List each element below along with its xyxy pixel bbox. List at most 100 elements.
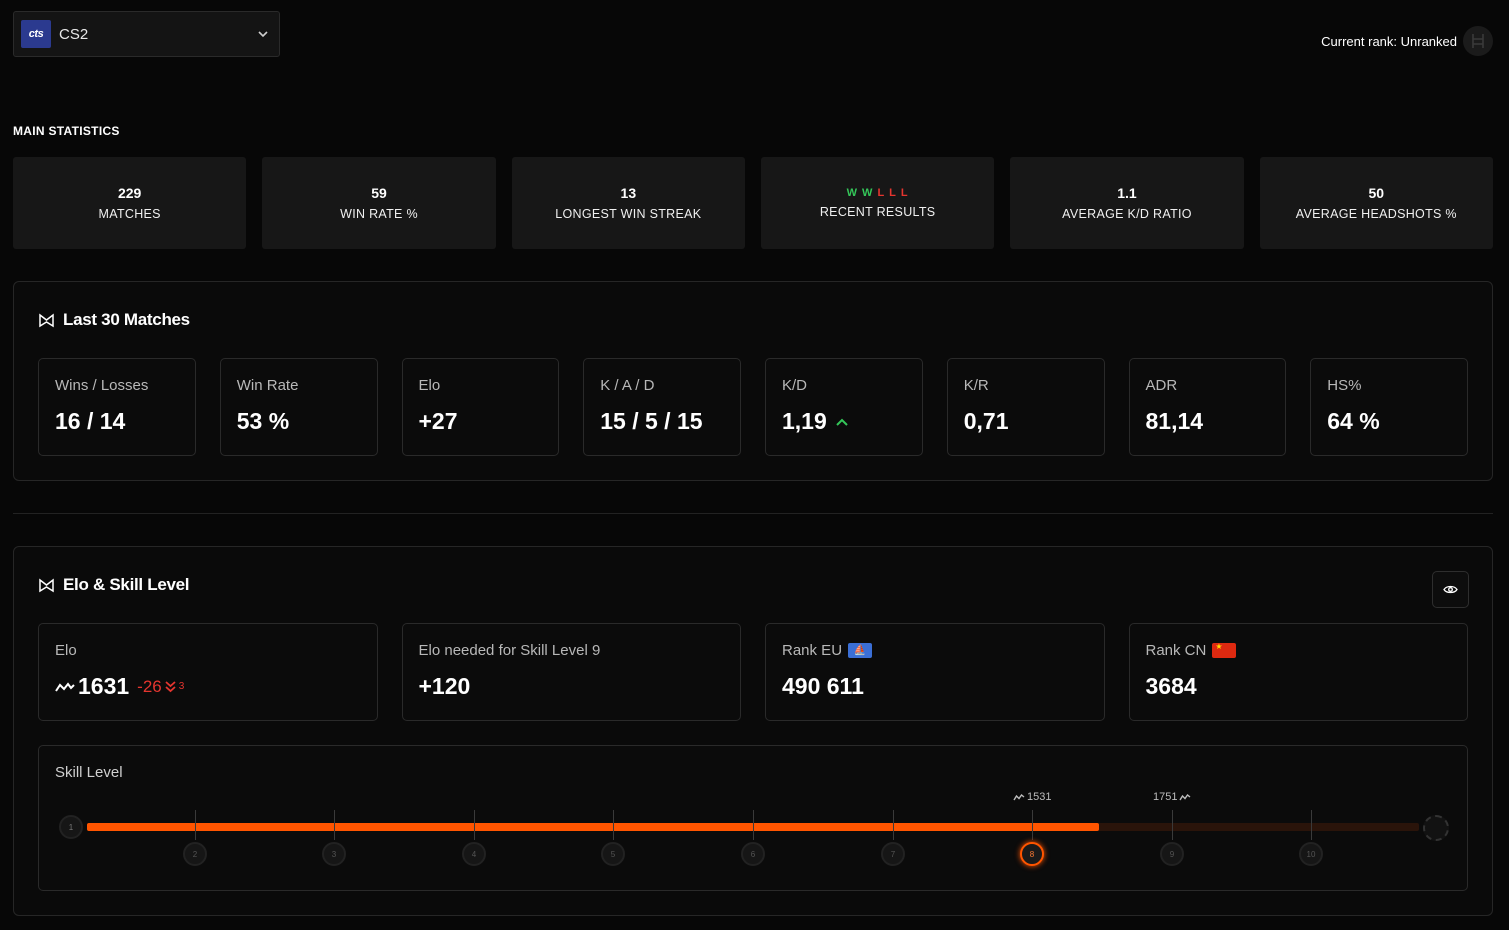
level-tick xyxy=(334,810,335,840)
rank-badge-icon xyxy=(1463,26,1493,56)
skill-level-title: Skill Level xyxy=(55,764,123,781)
result-badge: L xyxy=(877,187,886,199)
recent-results: W W L L L xyxy=(847,187,909,199)
level-tick xyxy=(893,810,894,840)
chevron-down-icon xyxy=(258,31,268,38)
metric-value: 1,19 xyxy=(782,408,827,434)
metric-card-hs: HS% 64 % xyxy=(1310,358,1468,456)
skill-level-1-icon: 1 xyxy=(59,815,83,839)
metric-label-row: Rank EU ⛵ xyxy=(782,642,1088,659)
skill-level-4-icon: 4 xyxy=(462,842,486,866)
stat-value: 50 xyxy=(1368,185,1385,201)
metric-label: Elo needed for Skill Level 9 xyxy=(418,642,601,659)
metric-card-wins-losses: Wins / Losses 16 / 14 xyxy=(38,358,196,456)
metric-label: K/R xyxy=(963,377,989,394)
stat-label: LONGEST WIN STREAK xyxy=(555,207,702,221)
marker-lower: 1531 xyxy=(1013,791,1051,803)
stat-value: 59 xyxy=(371,185,387,201)
trend-icon xyxy=(1013,793,1025,801)
metric-label: Elo xyxy=(418,377,441,394)
visibility-toggle-button[interactable] xyxy=(1432,571,1469,608)
eye-icon xyxy=(1443,585,1458,594)
metric-value: 64 % xyxy=(1327,408,1380,434)
metric-label: Rank EU xyxy=(782,642,843,659)
metric-label: K/D xyxy=(782,377,808,394)
main-statistics-title: MAIN STATISTICS xyxy=(13,124,120,138)
metric-value: 15 / 5 / 15 xyxy=(600,408,703,434)
skill-level-max-icon xyxy=(1423,815,1449,841)
elo-delta-value: -26 xyxy=(137,676,162,696)
metric-card-adr: ADR 81,14 xyxy=(1128,358,1287,456)
skill-level-2-icon: 2 xyxy=(183,842,207,866)
stat-label: AVERAGE K/D RATIO xyxy=(1062,207,1192,221)
panel-header: Last 30 Matches xyxy=(38,310,190,330)
level-tick xyxy=(1032,810,1033,840)
stat-value: 229 xyxy=(117,185,142,201)
current-rank-label: Current rank: Unranked xyxy=(1321,33,1457,49)
result-badge: W xyxy=(846,187,859,199)
metric-card-kd: K/D 1,19 xyxy=(765,358,923,456)
metric-value: 53 % xyxy=(236,408,290,434)
metric-card-elo: Elo +27 xyxy=(401,358,560,456)
trend-icon xyxy=(55,681,75,692)
section-divider xyxy=(13,513,1493,514)
elo-value-row: 1631 -26 3 xyxy=(55,673,361,700)
skill-level-5-icon: 5 xyxy=(601,842,625,866)
result-badge: L xyxy=(889,187,897,199)
skill-level-3-icon: 3 xyxy=(322,842,346,866)
stat-label: WIN RATE % xyxy=(340,207,418,221)
skill-level-6-icon: 6 xyxy=(741,842,765,866)
marker-upper: 1751 xyxy=(1153,791,1191,803)
skill-level-7-icon: 7 xyxy=(881,842,905,866)
metric-card-kr: K/R 0,71 xyxy=(946,358,1105,456)
metric-value: +27 xyxy=(418,408,458,434)
game-selector[interactable]: cts CS2 xyxy=(13,11,280,57)
elo-delta-sub: 3 xyxy=(178,681,185,692)
metric-value: 81,14 xyxy=(1145,408,1204,434)
result-badge: L xyxy=(900,187,909,199)
metric-label: K / A / D xyxy=(600,377,655,394)
metric-value: 490 611 xyxy=(782,673,864,699)
current-rank: Current rank: Unranked xyxy=(1321,26,1493,56)
stat-label: RECENT RESULTS xyxy=(819,205,936,219)
skill-progress-fill xyxy=(87,823,1100,831)
level-tick xyxy=(613,810,614,840)
stat-card-matches: 229 MATCHES xyxy=(13,157,247,249)
cn-flag-icon xyxy=(1212,642,1237,658)
stat-card-headshots: 50 AVERAGE HEADSHOTS % xyxy=(1259,157,1493,249)
panel-title: Elo & Skill Level xyxy=(63,575,190,594)
metric-label: HS% xyxy=(1327,377,1362,394)
stat-card-recent-results: W W L L L RECENT RESULTS xyxy=(760,157,995,249)
result-badge: W xyxy=(862,187,874,199)
metric-value: +120 xyxy=(418,673,471,699)
metric-label: ADR xyxy=(1145,377,1178,394)
skill-level-9-icon: 9 xyxy=(1160,842,1184,866)
metric-value: 3684 xyxy=(1145,673,1197,699)
level-tick xyxy=(195,810,196,840)
marker-upper-value: 1751 xyxy=(1153,791,1178,803)
skill-level-8-icon: 8 xyxy=(1020,842,1044,866)
skill-level-10-icon: 10 xyxy=(1299,842,1323,866)
metric-label: Win Rate xyxy=(236,377,299,394)
level-tick xyxy=(474,810,475,840)
faceit-icon xyxy=(39,312,54,327)
level-tick xyxy=(1172,810,1173,840)
elo-cards: Elo 1631 -26 3 Elo needed for Skill Leve… xyxy=(38,623,1468,721)
metric-label-row: Rank CN xyxy=(1146,642,1452,659)
skill-level-box: Skill Level 1531 1751 1 2 3 4 5 6 7 8 9 … xyxy=(38,745,1468,891)
stat-label: MATCHES xyxy=(98,207,161,221)
panel-title: Last 30 Matches xyxy=(63,310,190,329)
trend-icon xyxy=(1179,793,1191,801)
metric-value: 0,71 xyxy=(963,408,1009,434)
elo-value: 1631 xyxy=(78,673,130,699)
last-30-cards: Wins / Losses 16 / 14 Win Rate 53 % Elo … xyxy=(38,358,1468,456)
last-30-matches-panel: Last 30 Matches Wins / Losses 16 / 14 Wi… xyxy=(13,281,1493,481)
stat-card-kd: 1.1 AVERAGE K/D RATIO xyxy=(1010,157,1244,249)
level-tick xyxy=(753,810,754,840)
elo-delta: -26 3 xyxy=(137,677,184,697)
stat-label: AVERAGE HEADSHOTS % xyxy=(1295,207,1457,221)
metric-value: 16 / 14 xyxy=(55,408,126,434)
faceit-icon xyxy=(39,577,54,592)
metric-card-win-rate: Win Rate 53 % xyxy=(219,358,378,456)
level-tick xyxy=(1311,810,1312,840)
